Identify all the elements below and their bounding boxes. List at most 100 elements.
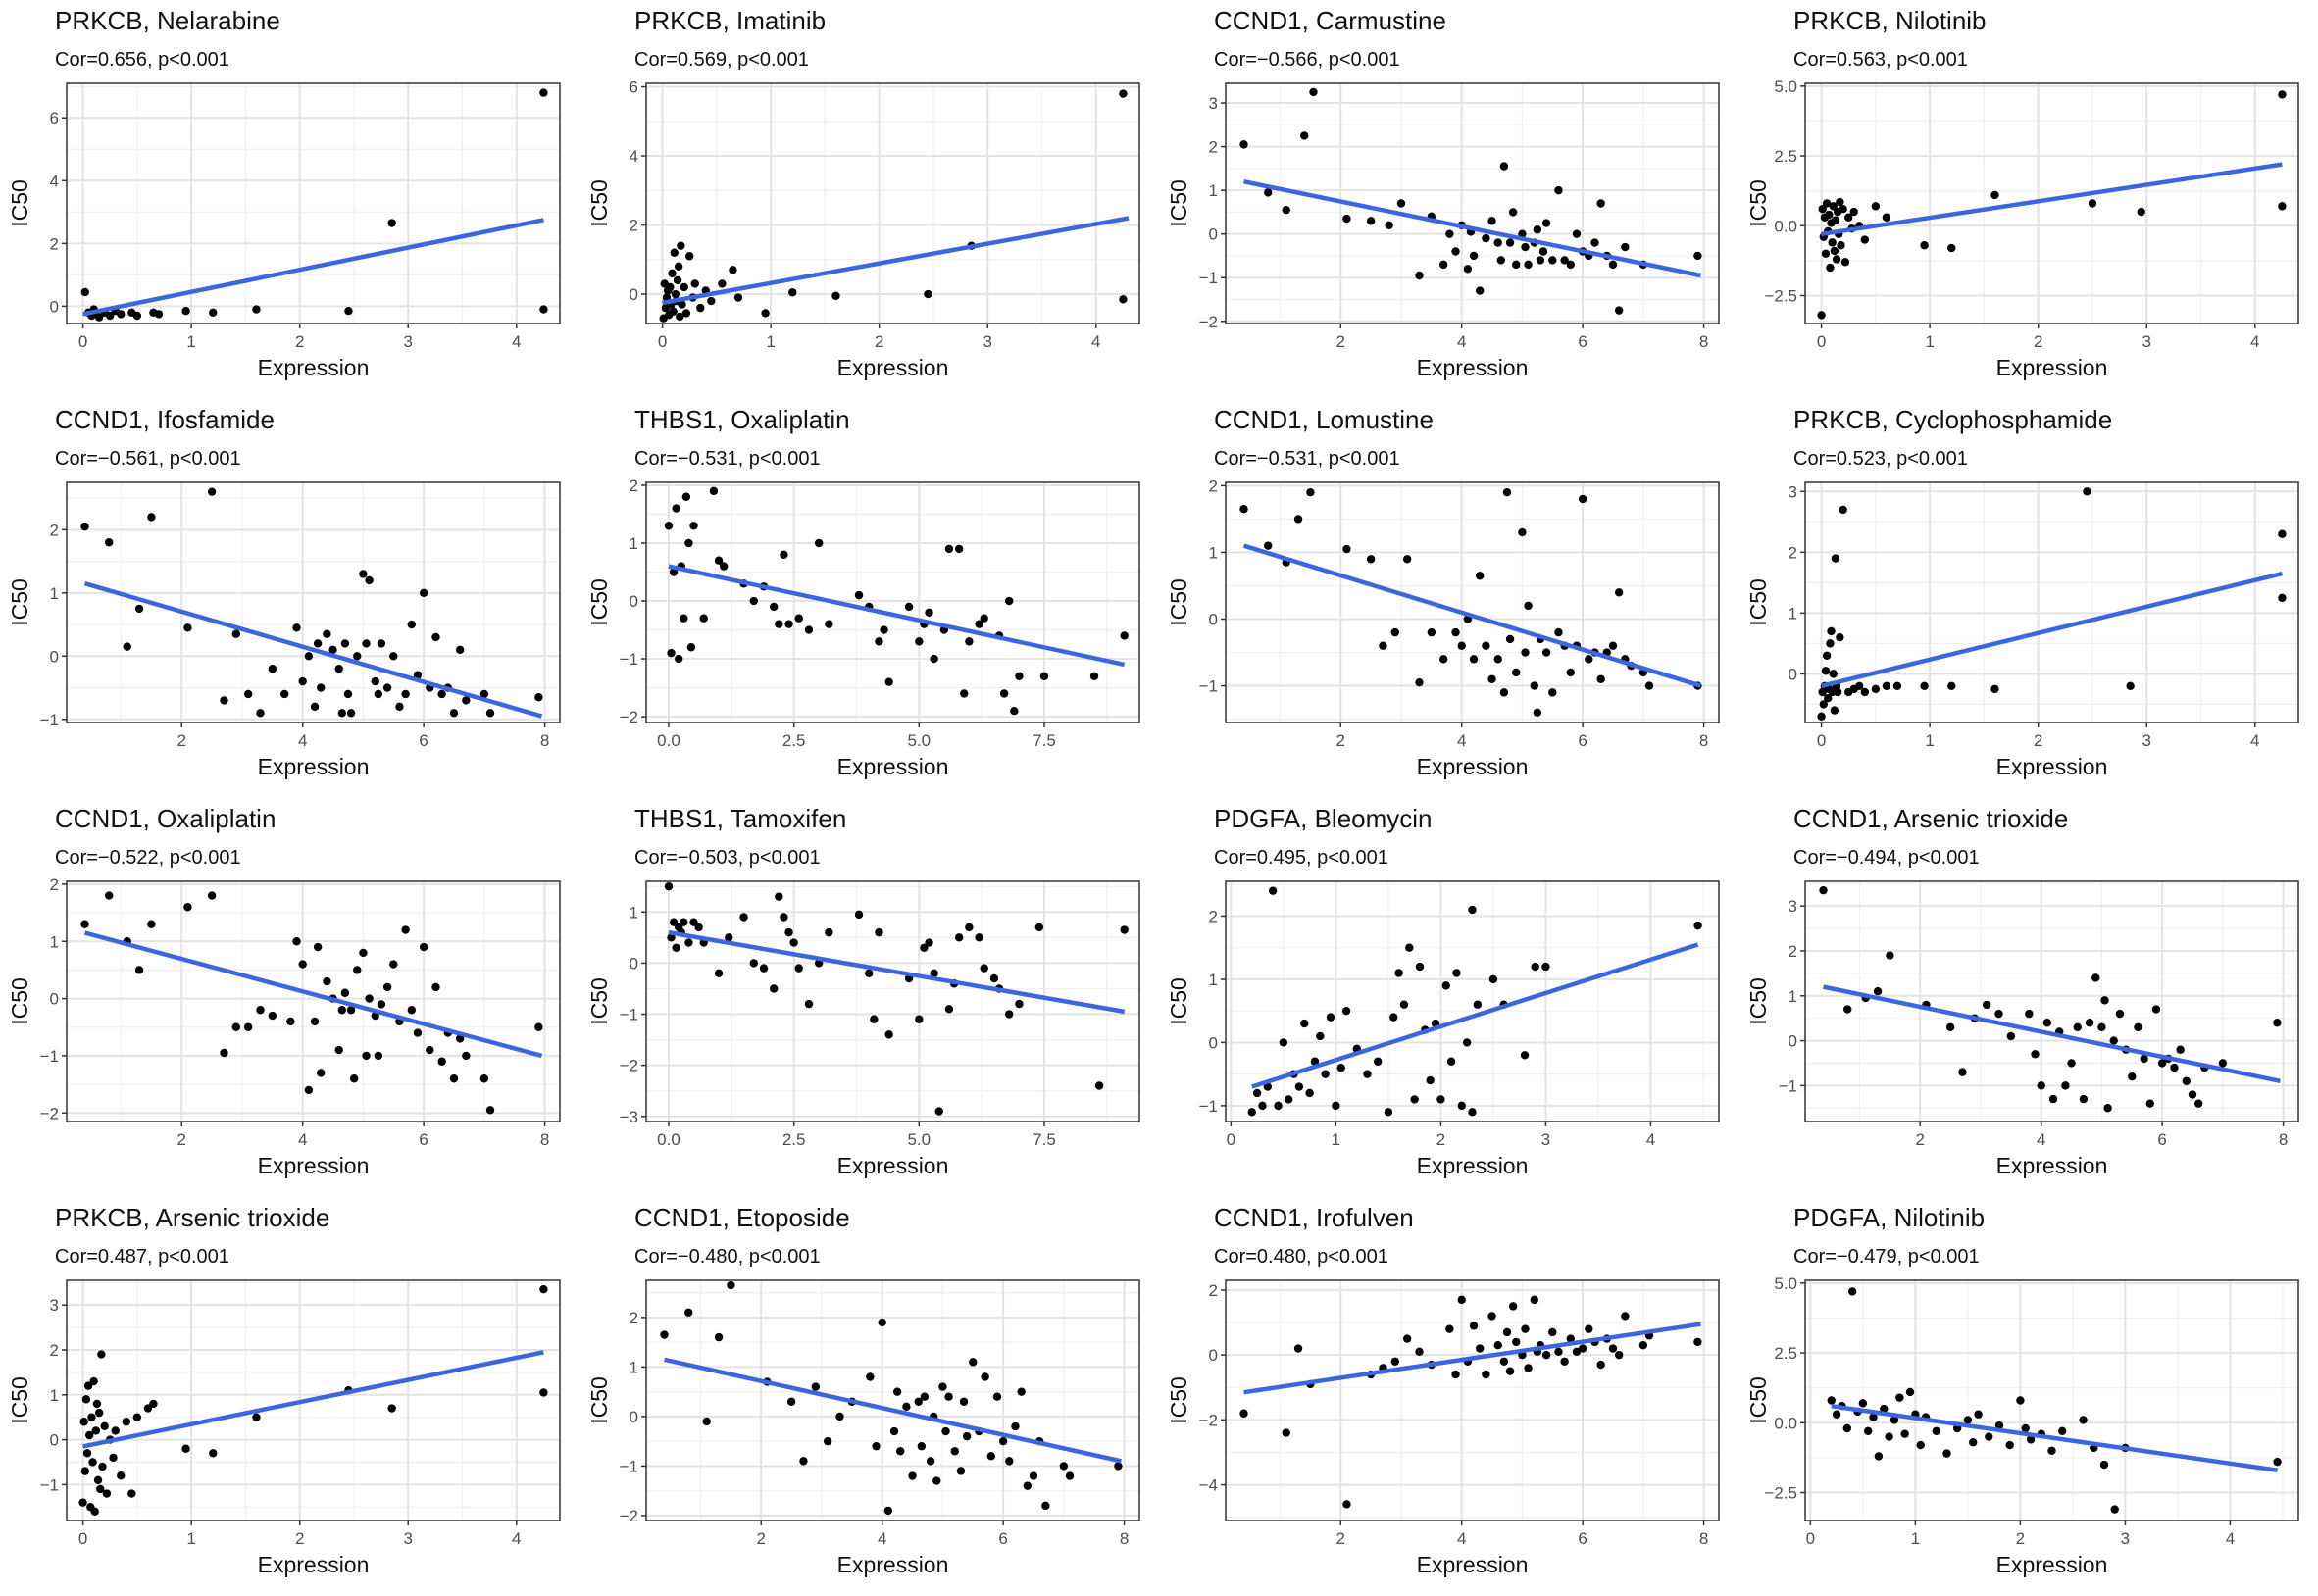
x-tick-label: 6 [1578, 731, 1587, 750]
data-point [2085, 1019, 2094, 1027]
data-point [1920, 681, 1929, 690]
data-point [2016, 1396, 2025, 1405]
x-tick-label: 8 [540, 1130, 549, 1149]
y-tick-label: −1 [40, 1475, 59, 1494]
y-tick-label: −1 [1199, 677, 1218, 696]
chart-title: CCND1, Lomustine [1214, 405, 1434, 434]
y-axis-label: IC50 [586, 1376, 612, 1424]
data-point [1010, 706, 1019, 716]
data-point [346, 1006, 356, 1015]
data-point [686, 643, 696, 652]
data-point [2157, 1059, 2167, 1068]
data-point [207, 891, 217, 900]
data-point [707, 296, 716, 306]
data-point [1855, 681, 1864, 690]
data-point [676, 312, 684, 322]
data-point [117, 1471, 126, 1480]
data-point [317, 683, 326, 692]
data-point [328, 645, 337, 655]
regression-line [662, 216, 1130, 306]
data-point [684, 938, 693, 947]
data-point [2067, 1059, 2076, 1068]
chart-panel: PRKCB, Nilotinib Cor=0.563, p<0.001 0 1 2 3 4 −… [1738, 0, 2318, 399]
plot-border [1804, 481, 2299, 723]
data-point [78, 1498, 87, 1507]
x-tick-label: 8 [540, 731, 549, 750]
plot-background [1226, 482, 1719, 723]
data-point [256, 709, 265, 718]
plot-border [645, 880, 1140, 1122]
x-tick-label: 4 [878, 1529, 886, 1548]
y-tick-label: 0 [630, 285, 638, 304]
scatter-plot: CCND1, Oxaliplatin Cor=−0.522, p<0.001 2 4 6… [7, 804, 561, 1178]
data-point [387, 219, 396, 227]
scatter-plot: PRKCB, Nilotinib Cor=0.563, p<0.001 0 1 2 3 4 −… [1745, 6, 2299, 380]
plot-border [66, 82, 561, 324]
chart-subtitle: Cor=0.480, p<0.001 [1214, 1246, 1388, 1268]
data-point [1005, 596, 1014, 606]
chart-title: PDGFA, Bleomycin [1214, 804, 1433, 833]
data-point [1994, 1009, 2003, 1019]
data-point [811, 1382, 821, 1391]
data-point [670, 248, 679, 257]
data-point [892, 1387, 902, 1396]
data-point [344, 306, 353, 316]
data-point [1410, 1095, 1419, 1104]
data-point [1499, 688, 1509, 697]
data-point [992, 1392, 1002, 1401]
y-tick-label: −1 [1199, 1097, 1218, 1116]
data-point [1326, 1013, 1335, 1022]
data-point [799, 1457, 808, 1466]
data-point [334, 664, 343, 673]
data-point [96, 1484, 105, 1494]
data-point [1837, 241, 1845, 250]
data-point [920, 1392, 930, 1401]
data-point [714, 1332, 724, 1342]
y-tick-label: 2 [50, 1341, 59, 1360]
y-tick-label: −1 [620, 1006, 638, 1024]
data-point [1585, 655, 1593, 664]
data-point [689, 918, 698, 926]
data-point [854, 910, 864, 920]
data-point [2048, 1094, 2058, 1104]
data-point [1264, 188, 1273, 197]
data-point [1900, 1429, 1909, 1438]
data-point [479, 1074, 489, 1083]
data-point [1608, 260, 1618, 270]
data-point [1871, 684, 1881, 694]
x-tick-label: 3 [403, 1529, 412, 1548]
data-point [539, 305, 548, 314]
y-tick-label: 2 [1209, 138, 1218, 157]
data-point [1541, 648, 1551, 657]
data-point [485, 1106, 495, 1115]
data-point [680, 282, 688, 292]
data-point [794, 964, 803, 973]
data-point [2137, 207, 2145, 217]
data-point [1119, 295, 1128, 304]
x-tick-label: 8 [1699, 332, 1708, 351]
data-point [1621, 1312, 1630, 1321]
data-point [660, 1330, 669, 1339]
data-point [340, 639, 350, 648]
data-point [789, 938, 798, 947]
data-point [1305, 1088, 1314, 1098]
data-point [1402, 1334, 1412, 1343]
data-point [904, 602, 914, 612]
x-axis-label: Expression [258, 754, 370, 779]
data-point [1239, 505, 1248, 514]
data-point [374, 1051, 383, 1061]
data-point [1836, 197, 1844, 207]
plot-border [66, 1279, 561, 1521]
data-point [944, 544, 954, 554]
data-point [132, 311, 142, 321]
x-tick-label: 2 [1916, 1130, 1925, 1149]
data-point [702, 1417, 711, 1426]
x-tick-label: 2 [2034, 332, 2042, 351]
data-point [1247, 1108, 1256, 1117]
x-tick-label: 4 [1457, 1529, 1466, 1548]
data-point [534, 1022, 543, 1031]
y-tick-label: −1 [1779, 1076, 1797, 1095]
x-tick-label: 2 [177, 1130, 186, 1149]
plot-background [646, 482, 1139, 723]
data-point [875, 637, 883, 646]
